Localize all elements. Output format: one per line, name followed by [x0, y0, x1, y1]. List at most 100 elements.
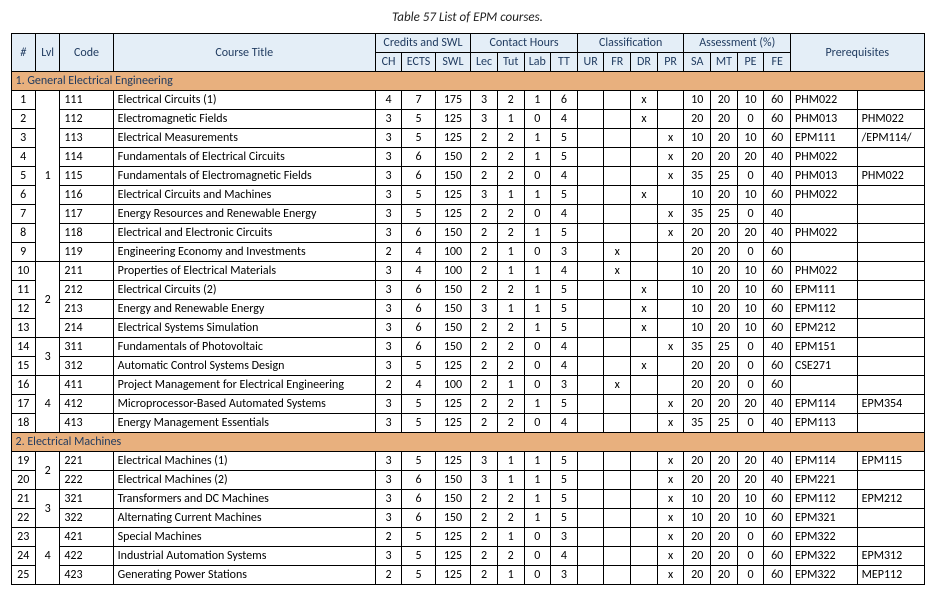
cell-fe: 40	[764, 395, 791, 414]
table-row: 192221Electrical Machines (1)351253115x2…	[11, 452, 924, 471]
cell-ch: 2	[375, 376, 402, 395]
cell-num: 13	[11, 319, 35, 338]
cell-sa: 20	[684, 243, 711, 262]
cell-tt: 5	[551, 148, 578, 167]
cell-swl: 100	[435, 243, 471, 262]
table-row: 6116Electrical Circuits and Machines3512…	[11, 186, 924, 205]
cell-dr	[631, 338, 658, 357]
cell-pe: 10	[737, 300, 764, 319]
cell-code: 213	[60, 300, 113, 319]
cell-prereq-1: PHM013	[791, 167, 858, 186]
cell-tut: 1	[497, 186, 524, 205]
cell-lvl: 3	[35, 338, 59, 376]
cell-lvl: 4	[35, 528, 59, 585]
cell-tt: 3	[551, 528, 578, 547]
cell-mt: 25	[711, 167, 738, 186]
table-row: 24422Industrial Automation Systems351252…	[11, 547, 924, 566]
cell-swl: 125	[435, 129, 471, 148]
cell-lec: 2	[471, 357, 498, 376]
cell-lab: 1	[524, 471, 551, 490]
cell-prereq-1	[791, 205, 858, 224]
cell-mt: 20	[711, 509, 738, 528]
cell-pe: 0	[737, 357, 764, 376]
cell-swl: 150	[435, 509, 471, 528]
cell-ur	[577, 414, 604, 433]
cell-tut: 2	[497, 490, 524, 509]
cell-ch: 3	[375, 262, 402, 281]
cell-pr	[657, 110, 684, 129]
cell-ur	[577, 186, 604, 205]
col-lec: Lec	[471, 53, 498, 72]
cell-prereq-2	[857, 186, 924, 205]
cell-prereq-1: PHM013	[791, 110, 858, 129]
cell-pr	[657, 319, 684, 338]
cell-fe: 40	[764, 167, 791, 186]
cell-lec: 2	[471, 319, 498, 338]
cell-code: 112	[60, 110, 113, 129]
cell-swl: 125	[435, 395, 471, 414]
cell-dr: x	[631, 110, 658, 129]
table-row: 25423Generating Power Stations251252103x…	[11, 566, 924, 585]
cell-tut: 2	[497, 148, 524, 167]
table-row: 5115Fundamentals of Electromagnetic Fiel…	[11, 167, 924, 186]
cell-lec: 2	[471, 395, 498, 414]
table-row: 213321Transformers and DC Machines361502…	[11, 490, 924, 509]
cell-lab: 0	[524, 167, 551, 186]
cell-prereq-1: EPM221	[791, 471, 858, 490]
table-row: 164411Project Management for Electrical …	[11, 376, 924, 395]
cell-title: Electrical Systems Simulation	[113, 319, 375, 338]
table-row: 143311Fundamentals of Photovoltaic361502…	[11, 338, 924, 357]
cell-num: 18	[11, 414, 35, 433]
cell-mt: 20	[711, 281, 738, 300]
cell-prereq-2: EPM115	[857, 452, 924, 471]
cell-num: 16	[11, 376, 35, 395]
table-row: 18413Energy Management Essentials3512522…	[11, 414, 924, 433]
cell-ur	[577, 547, 604, 566]
cell-fr: x	[604, 243, 631, 262]
cell-pe: 0	[737, 376, 764, 395]
cell-num: 7	[11, 205, 35, 224]
table-row: 4114Fundamentals of Electrical Circuits3…	[11, 148, 924, 167]
cell-dr	[631, 471, 658, 490]
cell-mt: 20	[711, 243, 738, 262]
cell-lec: 3	[471, 91, 498, 110]
cell-tut: 2	[497, 547, 524, 566]
cell-ects: 4	[402, 376, 435, 395]
cell-tut: 2	[497, 509, 524, 528]
cell-swl: 125	[435, 186, 471, 205]
cell-pe: 20	[737, 148, 764, 167]
cell-tt: 3	[551, 566, 578, 585]
cell-lab: 0	[524, 376, 551, 395]
cell-dr	[631, 452, 658, 471]
cell-sa: 35	[684, 205, 711, 224]
cell-code: 423	[60, 566, 113, 585]
cell-tt: 5	[551, 186, 578, 205]
cell-fr	[604, 110, 631, 129]
cell-fe: 40	[764, 205, 791, 224]
cell-code: 412	[60, 395, 113, 414]
cell-code: 322	[60, 509, 113, 528]
cell-pe: 0	[737, 414, 764, 433]
cell-ch: 3	[375, 148, 402, 167]
cell-title: Project Management for Electrical Engine…	[113, 376, 375, 395]
cell-lvl: 1	[35, 91, 59, 262]
cell-pr: x	[657, 566, 684, 585]
cell-code: 118	[60, 224, 113, 243]
cell-ur	[577, 224, 604, 243]
cell-num: 1	[11, 91, 35, 110]
cell-dr	[631, 490, 658, 509]
table-row: 20222Electrical Machines (2)361503115x20…	[11, 471, 924, 490]
cell-tut: 2	[497, 91, 524, 110]
cell-pe: 0	[737, 547, 764, 566]
cell-dr	[631, 528, 658, 547]
cell-ch: 3	[375, 205, 402, 224]
cell-lec: 2	[471, 129, 498, 148]
cell-swl: 150	[435, 300, 471, 319]
cell-ects: 5	[402, 357, 435, 376]
cell-num: 12	[11, 300, 35, 319]
cell-tut: 1	[497, 376, 524, 395]
cell-tt: 3	[551, 243, 578, 262]
cell-prereq-1: EPM114	[791, 452, 858, 471]
cell-tut: 2	[497, 167, 524, 186]
cell-ch: 3	[375, 414, 402, 433]
